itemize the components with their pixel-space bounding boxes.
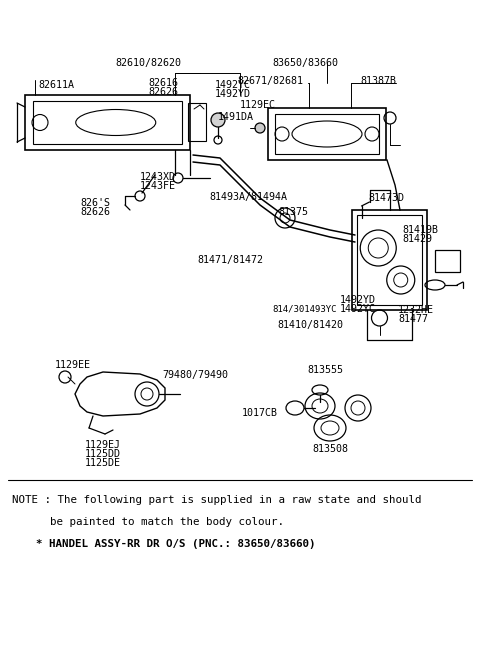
Text: 826'S: 826'S [80,198,110,208]
Text: 81410/81420: 81410/81420 [277,320,343,330]
Text: 813508: 813508 [312,444,348,454]
Text: 1129EC: 1129EC [240,100,276,110]
Bar [188,103,206,141]
Text: 81471/81472: 81471/81472 [197,255,263,265]
Text: 82610/82620: 82610/82620 [115,58,181,68]
Text: 1492YC: 1492YC [215,80,251,90]
Text: 1129EJ: 1129EJ [85,440,121,450]
Bar [357,215,422,305]
Bar [352,210,427,310]
Text: be painted to match the body colour.: be painted to match the body colour. [50,517,284,527]
Text: 82626: 82626 [80,207,110,217]
Bar [33,101,182,144]
Text: 81419B: 81419B [402,225,438,235]
Text: 813555: 813555 [307,365,343,375]
Text: NOTE : The following part is supplied in a raw state and should: NOTE : The following part is supplied in… [12,495,421,505]
Text: 82671/82681: 82671/82681 [237,76,303,86]
Text: * HANDEL ASSY-RR DR O/S (PNC.: 83650/83660): * HANDEL ASSY-RR DR O/S (PNC.: 83650/836… [36,539,315,549]
Text: 81477: 81477 [398,314,428,324]
Text: 83650/83660: 83650/83660 [272,58,338,68]
Text: 1492YD: 1492YD [215,89,251,99]
Bar [268,108,386,160]
Text: 81493A/81494A: 81493A/81494A [209,192,287,202]
Text: 1129EE: 1129EE [55,360,91,370]
Text: 1017CB: 1017CB [242,408,278,418]
Text: 1125DD: 1125DD [85,449,121,459]
Bar [25,95,190,150]
Bar [435,250,460,272]
Text: 1125DE: 1125DE [85,458,121,468]
Text: 81473D: 81473D [368,193,404,203]
Text: 1491DA: 1491DA [218,112,254,122]
Text: 1243FE: 1243FE [140,181,176,191]
Text: 1492YD: 1492YD [340,295,376,305]
Text: 82616: 82616 [148,78,178,88]
Text: 81387B: 81387B [360,76,396,86]
Text: 1492YC: 1492YC [340,304,376,314]
Ellipse shape [211,113,225,127]
Text: 81375: 81375 [278,207,308,217]
Text: 81429: 81429 [402,234,432,244]
Text: 1243XD: 1243XD [140,172,176,182]
Bar [275,114,379,154]
Text: 1232HE: 1232HE [398,305,434,315]
Text: 82611A: 82611A [38,80,74,90]
Text: 814/301493YC: 814/301493YC [272,304,336,313]
Text: 82626: 82626 [148,87,178,97]
Text: 79480/79490: 79480/79490 [162,370,228,380]
Ellipse shape [255,123,265,133]
